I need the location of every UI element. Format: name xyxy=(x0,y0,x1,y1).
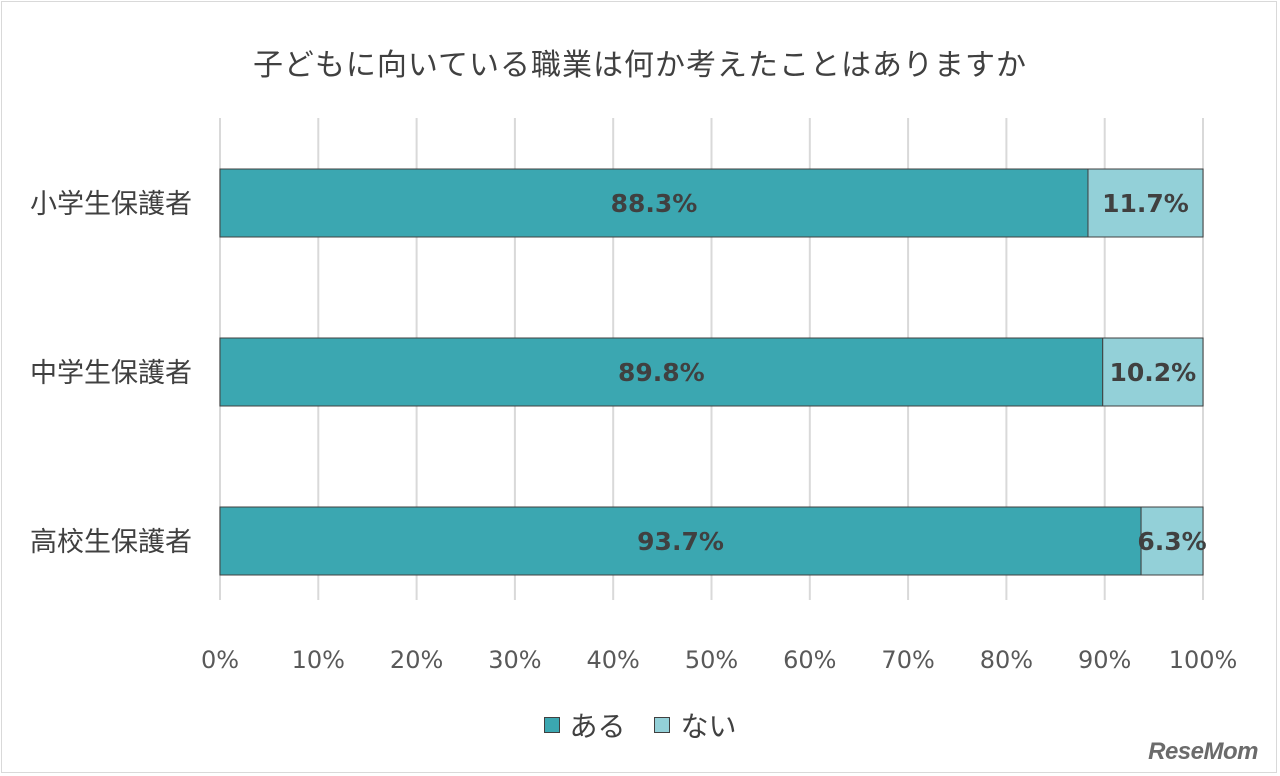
x-tick-label: 30% xyxy=(488,646,541,674)
x-tick-label: 50% xyxy=(685,646,738,674)
bar-segment-nai xyxy=(1140,506,1204,576)
x-tick-label: 0% xyxy=(201,646,239,674)
data-label: 93.7% xyxy=(637,527,724,556)
bar-segment-nai xyxy=(1087,168,1204,238)
chart-title: 子どもに向いている職業は何か考えたことはありますか xyxy=(252,48,1028,83)
x-tick-label: 20% xyxy=(390,646,443,674)
legend-label-aru: ある xyxy=(569,710,626,743)
data-label: 88.3% xyxy=(611,189,698,218)
category-label: 小学生保護者 xyxy=(30,189,192,220)
x-tick-label: 70% xyxy=(881,646,934,674)
x-tick-label: 100% xyxy=(1169,646,1238,674)
bar-segment-aru xyxy=(219,506,1142,576)
x-tick-label: 40% xyxy=(587,646,640,674)
data-label: 10.2% xyxy=(1109,358,1196,387)
data-label: 6.3% xyxy=(1137,527,1206,556)
legend-swatch-aru xyxy=(543,717,560,733)
legend-item-nai: ない xyxy=(654,705,736,745)
legend-item-aru: ある xyxy=(543,705,626,745)
legend-label-nai: ない xyxy=(680,710,737,743)
x-tick-label: 80% xyxy=(980,646,1033,674)
category-label: 高校生保護者 xyxy=(30,527,192,558)
x-tick-label: 10% xyxy=(292,646,345,674)
x-tick-label: 60% xyxy=(783,646,836,674)
resemom-logo: ReseMom xyxy=(1148,738,1258,765)
bar-segment-nai xyxy=(1102,337,1204,407)
legend-swatch-nai xyxy=(654,717,671,733)
category-label: 中学生保護者 xyxy=(30,358,192,389)
data-label: 89.8% xyxy=(618,358,705,387)
data-label: 11.7% xyxy=(1102,189,1189,218)
x-tick-label: 90% xyxy=(1078,646,1131,674)
chart-legend: ある ない xyxy=(0,705,1280,745)
